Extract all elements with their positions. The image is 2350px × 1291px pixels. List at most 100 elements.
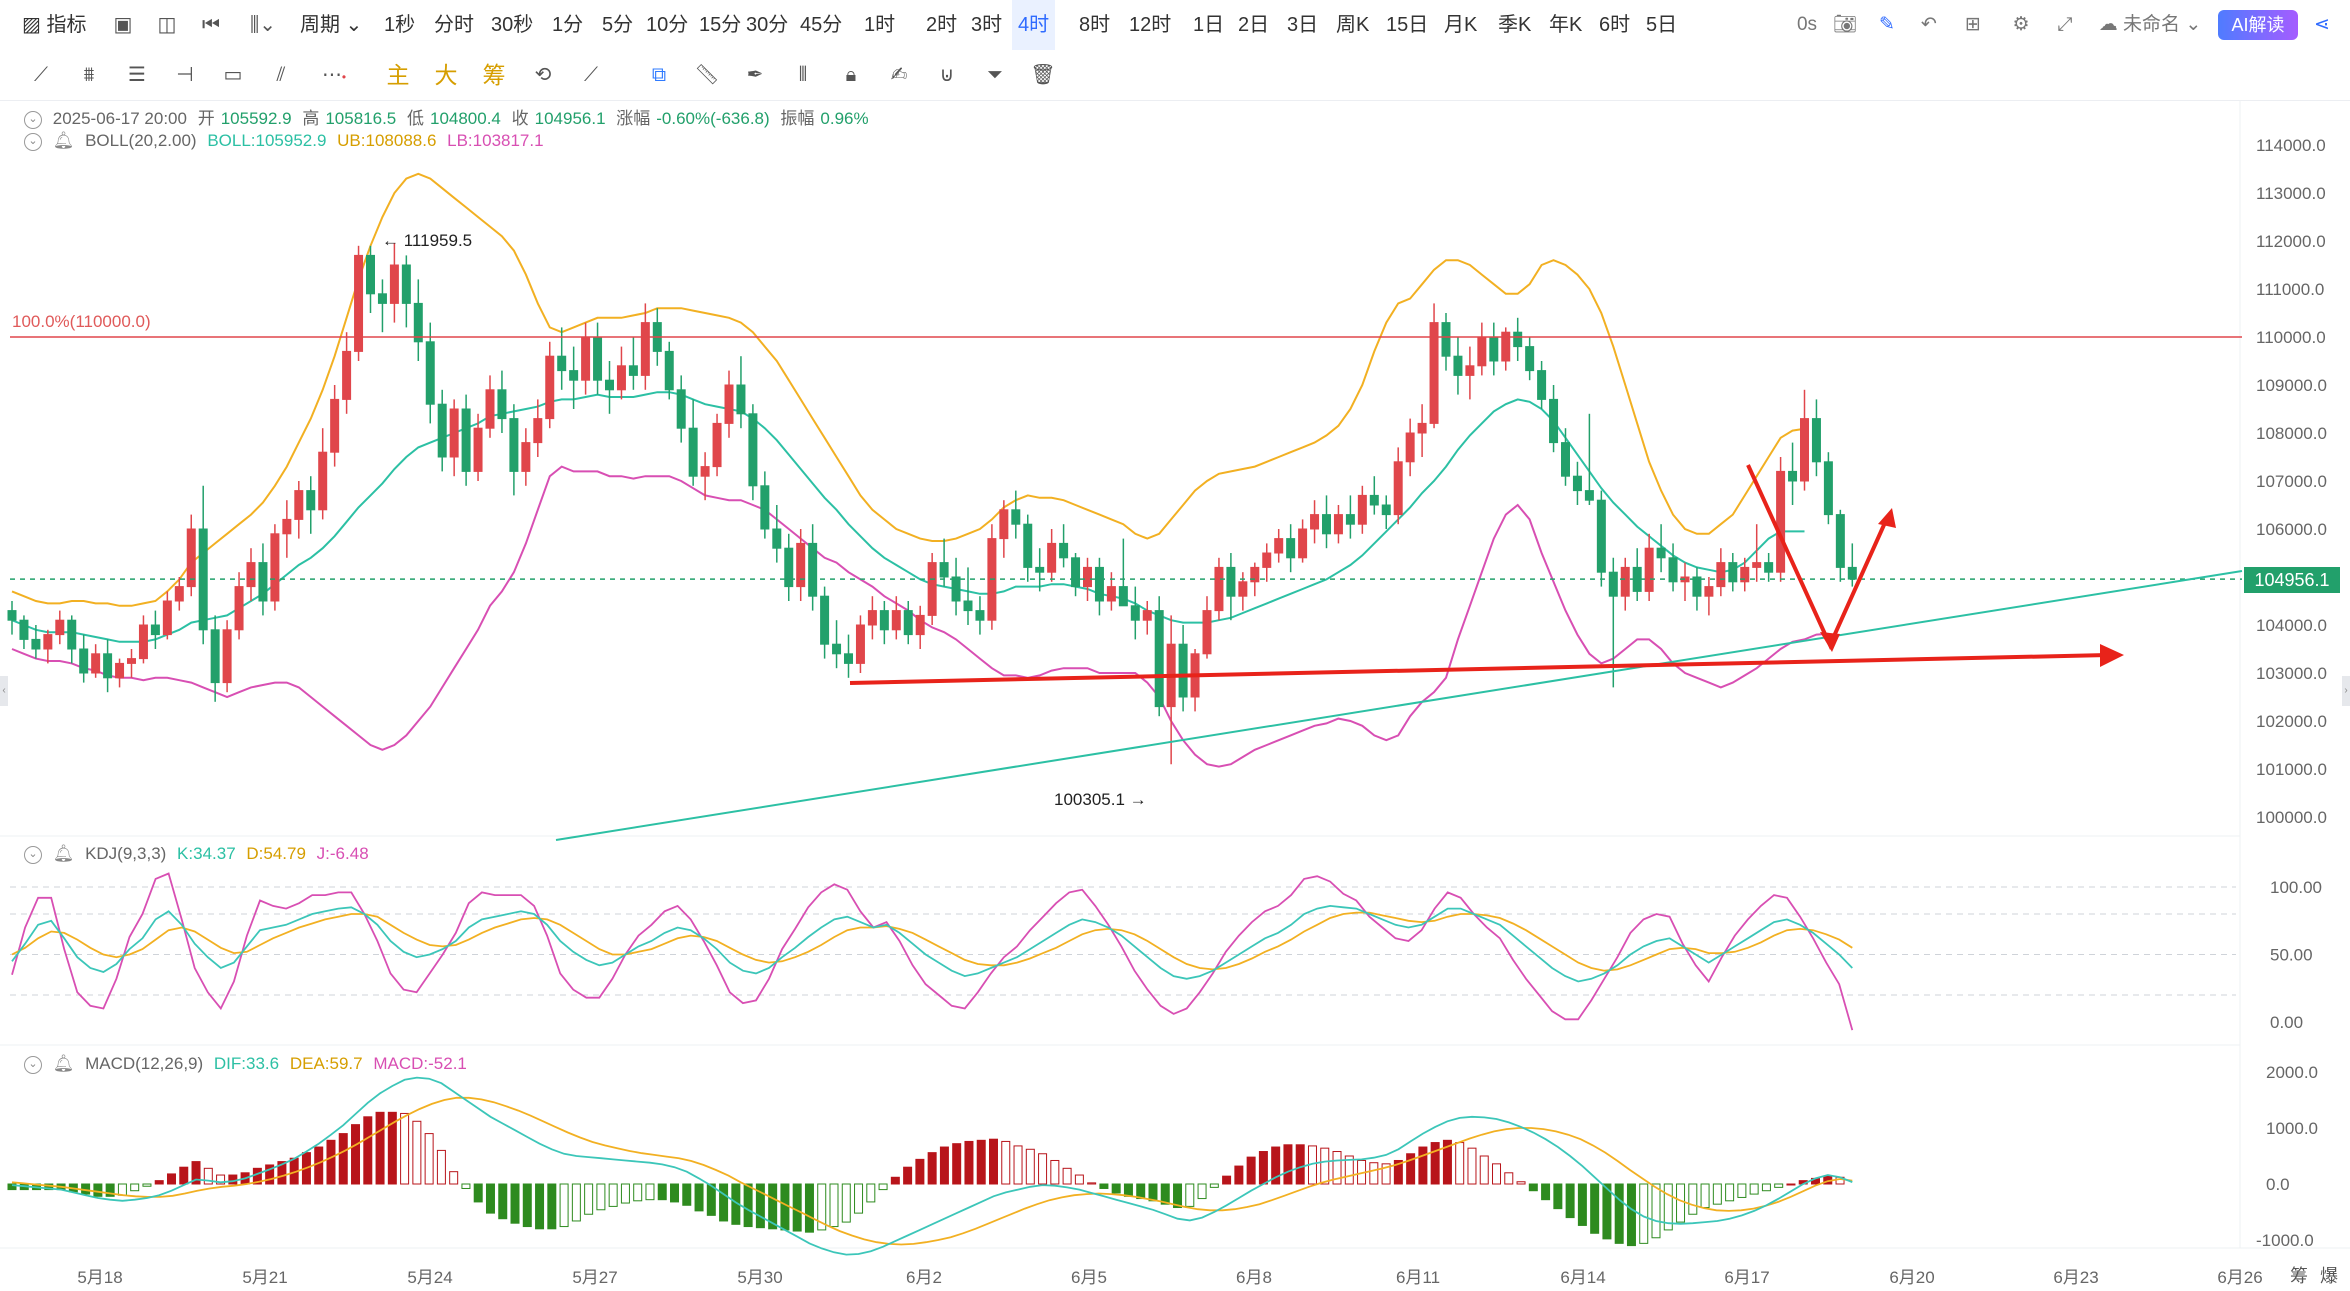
period-dropdown[interactable]: 周期 ⌄ [300,14,363,36]
big-order-button[interactable]: 大 [434,62,458,88]
timeframe-tab[interactable]: 2时 [926,14,958,36]
timeframe-tab[interactable]: 15分 [699,14,742,36]
timeframe-tab[interactable]: 1秒 [384,14,416,36]
magnet-icon[interactable]: ⊍ [939,64,955,86]
edit-note-icon[interactable]: ✍ [890,64,908,86]
timeframe-tab[interactable]: 2日 [1238,14,1270,36]
trash-icon[interactable]: 🗑︎ [1030,64,1056,86]
fullscreen-icon[interactable]: ⤢ [2057,14,2073,35]
timeframe-tab[interactable]: 30秒 [491,14,534,36]
share-icon[interactable]: ⋖ [2314,14,2330,35]
timeframe-tab[interactable]: 15日 [1386,14,1429,36]
macd-axis-label: 2000.0 [2266,1063,2318,1082]
candle-body [461,408,471,472]
copy-icon[interactable]: ⧉ [651,64,667,86]
chart-type-dropdown-icon[interactable]: ⫼⌄ [250,14,276,36]
timeframe-tab[interactable]: 12时 [1129,14,1172,36]
macd-histogram-bar [719,1183,729,1222]
timeframe-tab[interactable]: 季K [1498,14,1532,36]
pencil-icon[interactable]: ✎ [1879,14,1895,35]
macd-axis-label: -1000.0 [2256,1231,2314,1250]
bell-icon[interactable]: 🔔︎ [52,1054,75,1073]
more-tools-icon[interactable]: ⋯• [321,64,347,86]
price-axis-label: 111000.0 [2256,280,2324,299]
bell-icon[interactable]: 🔔︎ [52,131,75,150]
brush-icon[interactable]: ⟋ [584,64,598,86]
layout-name-dropdown[interactable]: ☁ 未命名 ⌄ [2098,14,2202,35]
candlestick-icon[interactable]: ⫴ [798,64,808,86]
horizontal-ray-icon[interactable]: ⊣ [176,64,194,86]
candle-body [174,586,184,602]
kdj-name[interactable]: KDJ(9,3,3) [85,844,167,863]
compare-icon[interactable]: ⊞ [1965,14,1981,35]
timeframe-tab[interactable]: 8时 [1079,14,1111,36]
macd-name[interactable]: MACD(12,26,9) [85,1054,204,1073]
indicator-button[interactable]: ▨ 指标 [22,14,87,36]
timeframe-tab[interactable]: 周K [1336,14,1370,36]
chip-distribution-button[interactable]: 筹 [482,62,506,88]
timeframe-tab[interactable]: 10分 [646,14,689,36]
ai-interpret-button[interactable]: AI解读 [2218,10,2298,40]
candle-body [210,629,220,684]
candle-body [951,576,961,602]
candle-body [1011,509,1021,525]
timeframe-tab[interactable]: 5日 [1646,14,1678,36]
timeframe-tab[interactable]: 分时 [434,14,474,36]
camera-icon[interactable]: 📷︎ [1832,14,1858,35]
timeframe-tab[interactable]: 45分 [800,14,843,36]
main-indicator-button[interactable]: 主 [386,62,410,88]
gear-icon[interactable]: ⚙ [2012,14,2030,35]
candle-body [1429,322,1439,424]
ruler-icon[interactable]: 📏︎ [694,64,720,86]
filter-icon[interactable]: ⏷ [987,64,1003,86]
macd-histogram-bar [559,1183,569,1228]
trend-line-icon[interactable]: ⟋ [34,64,48,86]
timeframe-tab[interactable]: 4时 [1012,0,1056,50]
macd-histogram-bar [1774,1183,1784,1188]
macd-dif-value: DIF:33.6 [213,1054,280,1073]
collapse-icon[interactable]: ⌄ [24,132,42,151]
candle-body [509,418,519,472]
timeframe-tab[interactable]: 6时 [1599,14,1631,36]
macd-histogram-bar [915,1158,925,1185]
rewind-icon[interactable]: ⏮ [202,14,220,36]
calendar-icon[interactable]: ▣ [113,14,133,36]
lock-icon[interactable]: 🔒︎ [845,64,857,86]
parallel-channel-icon[interactable]: ⩩ [83,64,95,86]
collapse-icon[interactable]: ⌄ [24,1055,42,1074]
timeframe-tab[interactable]: 1分 [552,14,584,36]
pen-icon[interactable]: ✒ [746,64,764,86]
right-panel-handle[interactable]: › [2342,676,2350,706]
candle-body [1345,514,1355,525]
rectangle-icon[interactable]: ▭ [223,64,243,86]
timeframe-tab[interactable]: 月K [1444,14,1478,36]
candle-body [1071,557,1081,588]
chips-toggle[interactable]: 筹 [2290,1266,2308,1286]
timeframe-tab[interactable]: 3时 [971,14,1003,36]
left-panel-handle[interactable]: ‹ [0,676,8,706]
horizontal-lines-icon[interactable]: ☰ [128,64,146,86]
timeframe-tab[interactable]: 3日 [1287,14,1319,36]
collapse-icon[interactable]: ⌄ [24,110,42,129]
boll-name[interactable]: BOLL(20,2.00) [85,131,197,150]
countdown-text: 0s [1796,14,1818,35]
timeframe-tab[interactable]: 30分 [746,14,789,36]
timeframe-tab[interactable]: 年K [1549,14,1583,36]
undo-icon[interactable]: ↶ [1921,14,1937,35]
timeframe-tab[interactable]: 1日 [1193,14,1225,36]
fib-icon[interactable]: ⫽ [276,64,286,86]
macd-histogram-bar [780,1183,790,1231]
timeframe-tab[interactable]: 1时 [864,14,896,36]
bell-icon[interactable]: 🔔︎ [52,844,75,863]
arrowhead [1820,632,1840,652]
liquidation-toggle[interactable]: 爆 [2320,1266,2338,1286]
last-price-tag: 104956.1 [2244,567,2340,593]
sync-icon[interactable]: ⟲ [534,64,552,86]
candle-body [676,389,686,429]
macd-histogram-bar [1074,1174,1084,1185]
layout-icon[interactable]: ◫ [157,14,177,36]
candle-body [485,389,495,429]
timeframe-tab[interactable]: 5分 [602,14,634,36]
collapse-icon[interactable]: ⌄ [24,845,42,864]
